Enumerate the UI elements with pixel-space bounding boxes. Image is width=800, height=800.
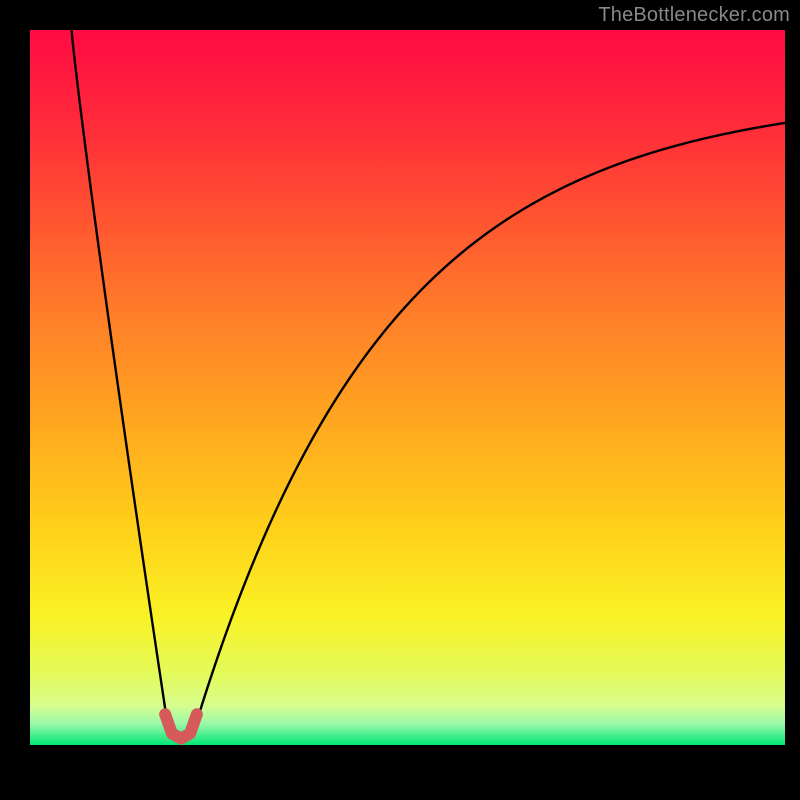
watermark-label: TheBottlenecker.com xyxy=(598,4,790,27)
bottleneck-chart xyxy=(0,0,800,800)
chart-container: TheBottlenecker.com xyxy=(0,0,800,800)
plot-background xyxy=(30,30,785,745)
